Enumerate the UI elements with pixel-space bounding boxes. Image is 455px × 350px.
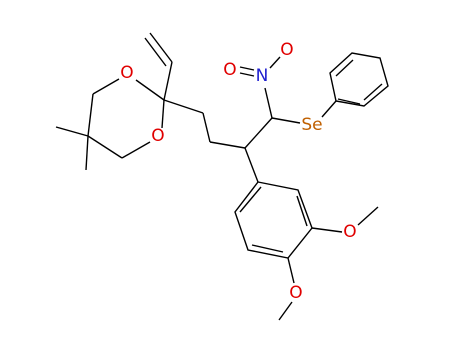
atom-label: O <box>151 126 164 146</box>
atom-label: Se <box>301 115 322 135</box>
atom-label: O <box>120 63 133 83</box>
atom-label: N <box>256 66 269 86</box>
atom-label: O <box>223 60 236 80</box>
atom-labels: O O N O O Se O O <box>120 40 356 303</box>
atom-label: O <box>289 283 302 303</box>
atom-label: O <box>280 40 293 60</box>
bonds <box>55 32 389 321</box>
atom-label: O <box>343 222 356 242</box>
